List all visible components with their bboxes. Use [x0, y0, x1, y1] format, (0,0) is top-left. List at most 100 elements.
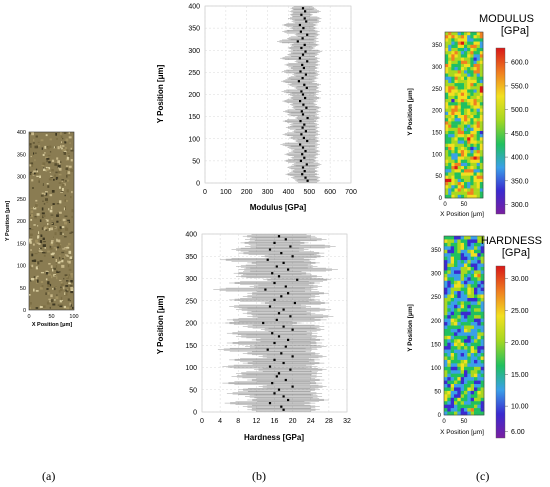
- micrograph-speck: [34, 159, 36, 162]
- map-cell: [473, 35, 477, 39]
- map-cell: [467, 156, 471, 160]
- map-cell: [476, 76, 481, 81]
- map-cell: [447, 270, 451, 275]
- micrograph-speck: [62, 218, 66, 222]
- modulus-point: [303, 156, 306, 159]
- map-cell: [454, 377, 458, 381]
- map-cell: [451, 44, 455, 49]
- panel-label-c: (c): [476, 469, 490, 483]
- hardness-point: [273, 241, 276, 244]
- micrograph-speck: [66, 275, 68, 278]
- micrograph-speck: [32, 243, 35, 246]
- hardness-x-tick: 20: [289, 418, 297, 425]
- map-cell: [444, 249, 448, 254]
- hardness-map-cells: [444, 236, 485, 416]
- micrograph-speck: [33, 288, 35, 292]
- map-cell: [460, 239, 465, 244]
- micrograph-speck: [45, 198, 48, 201]
- micrograph-speck: [48, 178, 52, 181]
- map-cell: [451, 102, 455, 106]
- map-cell: [477, 280, 481, 285]
- map-cell: [464, 401, 468, 405]
- map-cell: [476, 118, 481, 122]
- map-cell: [479, 89, 484, 93]
- map-cell: [454, 253, 458, 257]
- hardness-y-tick: 300: [185, 276, 197, 283]
- map-cell: [450, 266, 455, 271]
- map-cell: [474, 311, 478, 316]
- map-cell: [470, 172, 474, 176]
- map-cell: [454, 318, 458, 323]
- micrograph-speck: [59, 186, 61, 189]
- map-cell: [454, 373, 458, 378]
- map-cell: [450, 377, 455, 381]
- map-cell: [457, 280, 461, 285]
- modulus-point: [301, 166, 305, 169]
- map-cell: [460, 51, 465, 55]
- map-cell: [464, 246, 468, 251]
- micrograph-speck: [61, 141, 62, 144]
- micrograph-speck: [55, 133, 57, 136]
- map-cell: [460, 134, 465, 138]
- micrograph-speck: [59, 256, 61, 260]
- map-cell: [444, 294, 448, 299]
- map-cell: [460, 105, 465, 109]
- map-cell: [451, 89, 455, 93]
- map-cell: [445, 115, 449, 119]
- map-cell: [450, 401, 455, 405]
- map-cell: [448, 67, 452, 71]
- map-cell: [473, 89, 477, 93]
- hardness-point: [266, 348, 269, 351]
- micrograph-speck: [61, 259, 64, 263]
- map-cell: [444, 253, 448, 257]
- map-cell: [457, 108, 462, 113]
- map-cell: [480, 397, 485, 402]
- map-cell: [464, 373, 468, 378]
- modulus-point: [305, 20, 308, 23]
- map-cell: [470, 102, 474, 106]
- micrograph-speck: [31, 172, 35, 176]
- map-cell: [444, 263, 448, 268]
- micrograph-speck: [51, 240, 54, 243]
- micrograph-speck: [46, 301, 50, 305]
- micrograph-speck: [50, 294, 53, 298]
- hardness-x-tick: 0: [200, 418, 204, 425]
- map-cell: [467, 191, 471, 196]
- map-cell: [480, 390, 485, 395]
- map-cell: [474, 263, 478, 268]
- map-cell: [464, 239, 468, 244]
- hardness-point: [287, 398, 290, 402]
- map-cell: [467, 118, 471, 122]
- micrograph-speck: [30, 210, 34, 213]
- map-cell: [460, 159, 465, 164]
- map-cell: [454, 256, 458, 261]
- micrograph-speck: [70, 273, 73, 276]
- hardness-point: [282, 308, 285, 311]
- map-cell: [445, 162, 449, 167]
- map-cell: [464, 256, 468, 261]
- micrograph-speck: [63, 152, 66, 155]
- map-cell: [480, 404, 485, 409]
- map-cell: [464, 44, 468, 49]
- map-cell: [454, 284, 458, 288]
- map-cell: [464, 308, 468, 313]
- micrograph-speck: [59, 300, 62, 303]
- map-cell: [454, 102, 458, 106]
- map-cell: [448, 124, 452, 129]
- map-cell: [451, 162, 455, 167]
- micrograph-speck: [35, 168, 38, 171]
- map-cell: [457, 79, 462, 84]
- map-cell: [464, 356, 468, 361]
- map-cell: [448, 150, 452, 154]
- map-cell: [450, 366, 455, 371]
- map-cell: [457, 370, 461, 374]
- map-cell: [474, 387, 478, 392]
- hardness-point: [287, 292, 290, 295]
- map-cell: [460, 370, 465, 374]
- map-cell: [464, 182, 468, 186]
- map-cell: [454, 153, 458, 157]
- map-cell: [454, 277, 458, 282]
- micrograph-speck: [49, 209, 53, 213]
- map-cell: [467, 178, 471, 183]
- map-cell: [447, 363, 451, 368]
